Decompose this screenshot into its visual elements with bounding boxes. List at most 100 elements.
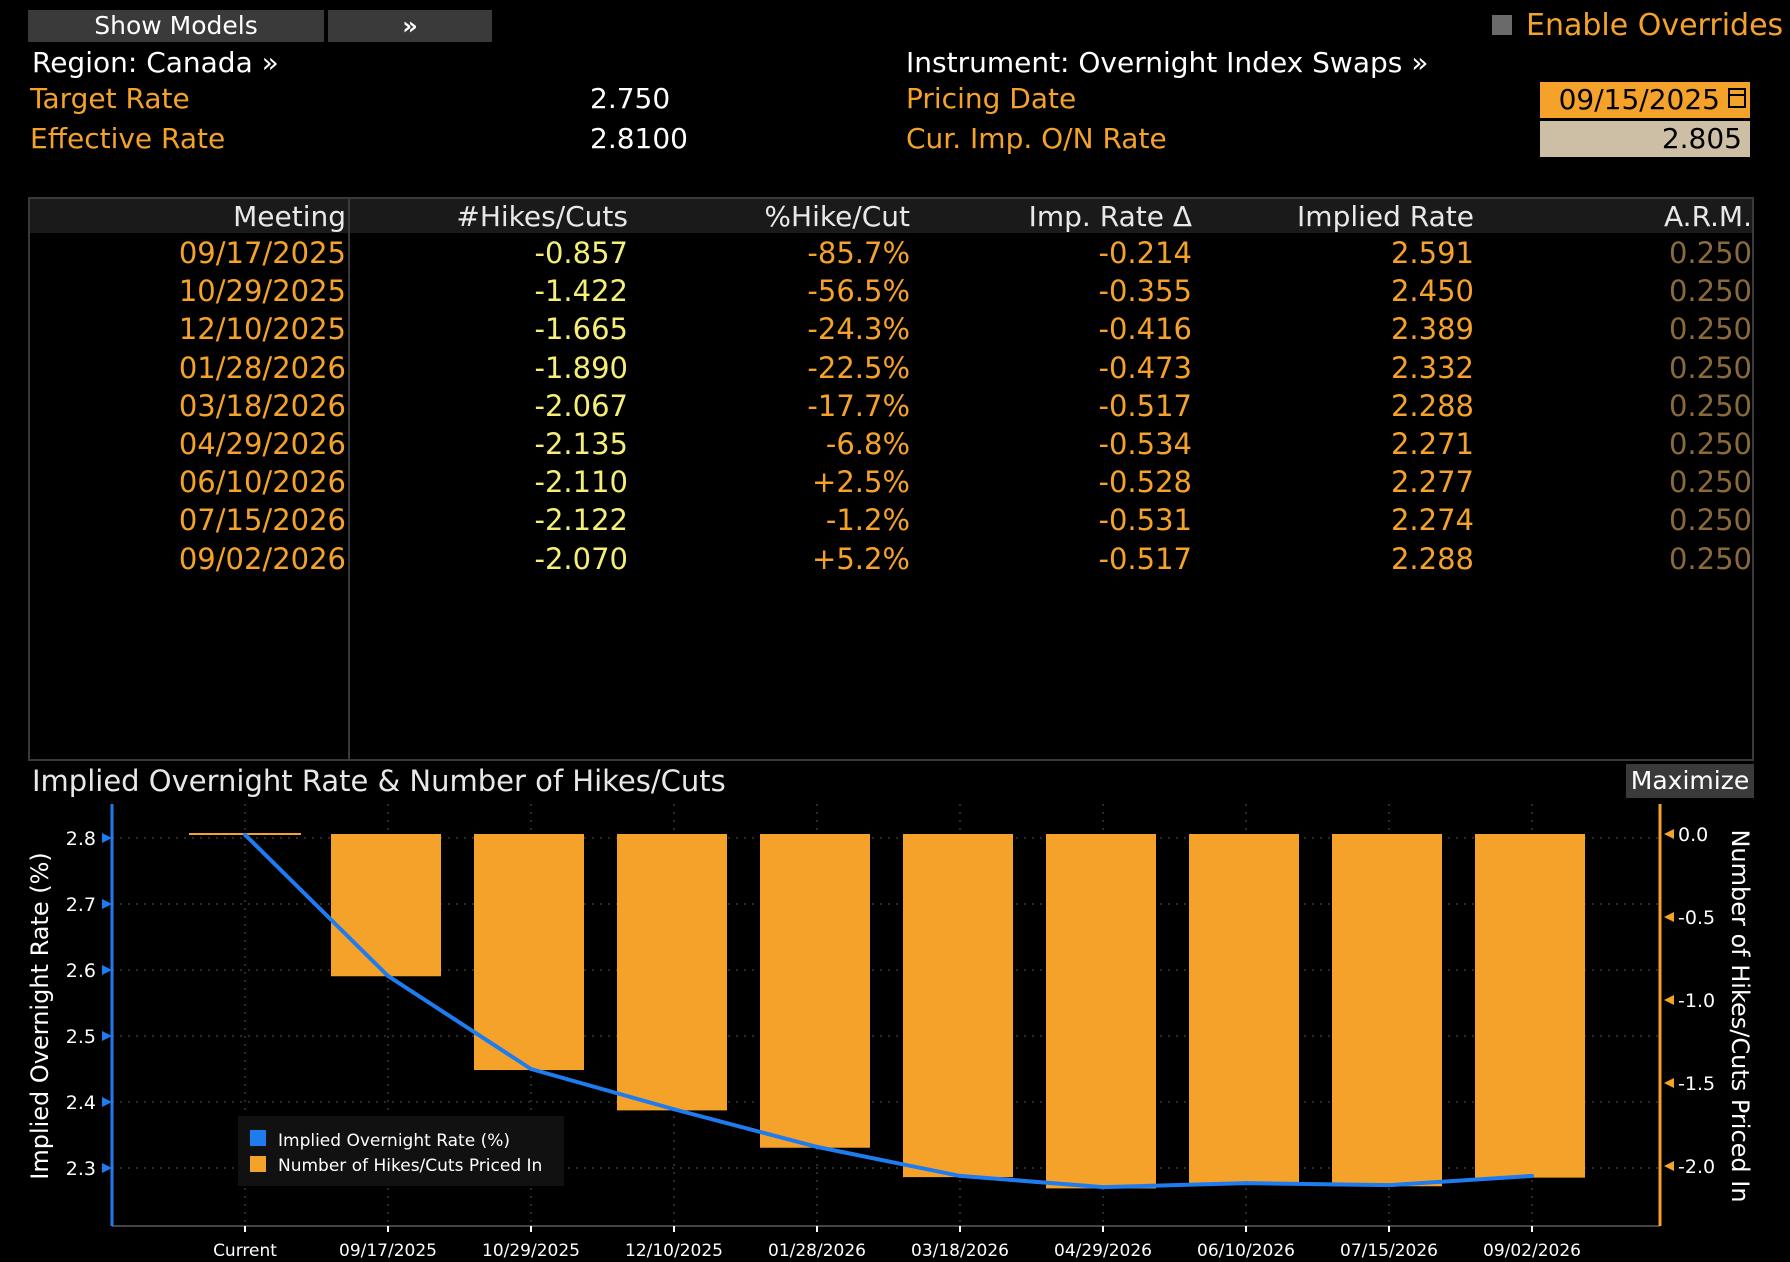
show-models-button[interactable]: Show Models — [28, 10, 324, 42]
cell-hikes-cuts: -2.067 — [534, 388, 629, 423]
pricing-date-input[interactable]: 09/15/2025 — [1540, 82, 1750, 118]
cell-imp-rate-delta: -0.528 — [1098, 465, 1193, 500]
maximize-button[interactable]: Maximize — [1626, 764, 1754, 798]
x-axis-tick-label: Current — [213, 1241, 277, 1261]
hikes-cuts-bar — [1046, 834, 1156, 1189]
region-selector[interactable]: Region: Canada » — [32, 46, 279, 79]
column-header-meeting[interactable]: Meeting — [233, 200, 346, 233]
cell-arm: 0.250 — [1668, 236, 1752, 270]
right-axis-tick-label: 0.0 — [1678, 824, 1708, 846]
cell-arm: 0.250 — [1668, 541, 1752, 576]
cell-arm: 0.250 — [1668, 312, 1752, 347]
implied-rate-point — [815, 1144, 819, 1149]
left-axis-tick-label: 2.4 — [66, 1092, 96, 1114]
column-header-imp-rate-delta[interactable]: Imp. Rate Δ — [1028, 200, 1192, 233]
right-axis-tick — [1664, 1161, 1674, 1171]
cell-arm: 0.250 — [1668, 503, 1752, 538]
pricing-date-value: 09/15/2025 — [1558, 83, 1720, 116]
cell-implied-rate: 2.288 — [1390, 388, 1474, 423]
cell-pct-hike-cut: -22.5% — [807, 350, 910, 385]
implied-rate-point — [672, 1107, 676, 1112]
cell-pct-hike-cut: -17.7% — [807, 388, 910, 423]
cell-meeting: 09/17/2025 — [178, 236, 346, 270]
left-axis-tick-label: 2.8 — [66, 828, 96, 850]
target-rate-value: 2.750 — [590, 82, 671, 115]
enable-overrides-checkbox[interactable] — [1492, 15, 1512, 35]
x-axis-tick-label: 01/28/2026 — [768, 1241, 866, 1261]
right-axis-tick-label: -2.0 — [1678, 1156, 1715, 1178]
column-header-hikes-cuts[interactable]: #Hikes/Cuts — [456, 200, 628, 233]
expand-models-button[interactable]: » — [328, 10, 492, 42]
x-axis-tick-label: 07/15/2026 — [1340, 1241, 1438, 1261]
implied-rate-point — [386, 973, 390, 978]
legend-label-line: Implied Overnight Rate (%) — [278, 1131, 510, 1151]
implied-rate-point — [958, 1173, 962, 1178]
cell-hikes-cuts: -1.665 — [534, 312, 629, 347]
x-axis-tick-label: 09/17/2025 — [339, 1241, 437, 1261]
calendar-icon[interactable] — [1728, 88, 1746, 108]
cell-hikes-cuts: -1.422 — [534, 274, 629, 309]
right-axis-tick-label: -1.5 — [1678, 1073, 1715, 1095]
left-axis-tick — [102, 833, 112, 843]
meetings-table — [28, 197, 1754, 761]
chart-title: Implied Overnight Rate & Number of Hikes… — [32, 764, 726, 798]
cell-pct-hike-cut: -85.7% — [807, 236, 910, 270]
cell-meeting: 01/28/2026 — [178, 350, 346, 385]
cell-implied-rate: 2.450 — [1390, 274, 1474, 309]
right-axis-tick-label: -1.0 — [1678, 990, 1715, 1012]
chart-legend — [238, 1116, 564, 1186]
x-axis-tick-label: 12/10/2025 — [625, 1241, 723, 1261]
cell-implied-rate: 2.277 — [1390, 465, 1474, 500]
cell-meeting: 04/29/2026 — [178, 427, 346, 461]
cell-hikes-cuts: -2.122 — [534, 503, 629, 538]
right-axis-tick — [1664, 912, 1674, 922]
column-header-arm[interactable]: A.R.M. — [1664, 200, 1752, 233]
cell-hikes-cuts: -2.135 — [534, 427, 629, 461]
hikes-cuts-bar — [1475, 834, 1585, 1178]
left-axis-tick — [102, 1031, 112, 1041]
cell-implied-rate: 2.591 — [1390, 236, 1474, 270]
cell-implied-rate: 2.271 — [1390, 427, 1474, 461]
cell-hikes-cuts: -2.110 — [534, 465, 629, 500]
legend-swatch-bar — [250, 1156, 266, 1172]
right-axis-tick-label: -0.5 — [1678, 907, 1715, 929]
implied-rate-point — [1387, 1183, 1391, 1188]
x-axis-tick-label: 10/29/2025 — [482, 1241, 580, 1261]
column-header-pct-hike-cut[interactable]: %Hike/Cut — [764, 200, 910, 233]
effective-rate-label: Effective Rate — [30, 122, 226, 155]
cell-arm: 0.250 — [1668, 388, 1752, 423]
table-divider — [348, 197, 350, 761]
table-header — [30, 199, 1752, 233]
cell-meeting: 12/10/2025 — [178, 312, 346, 347]
cell-implied-rate: 2.274 — [1390, 503, 1474, 538]
cell-pct-hike-cut: +5.2% — [812, 541, 910, 576]
right-axis-tick — [1664, 829, 1674, 839]
x-axis-tick-label: 03/18/2026 — [911, 1241, 1009, 1261]
left-axis-label: Implied Overnight Rate (%) — [26, 852, 54, 1180]
implied-rate-line — [243, 833, 1533, 1190]
cell-implied-rate: 2.288 — [1390, 541, 1474, 576]
cell-pct-hike-cut: -1.2% — [825, 503, 910, 538]
hikes-cuts-bar — [760, 834, 870, 1148]
cell-pct-hike-cut: -56.5% — [807, 274, 910, 309]
left-axis-tick-label: 2.3 — [66, 1158, 96, 1180]
column-header-implied-rate[interactable]: Implied Rate — [1297, 200, 1474, 233]
left-axis-tick-label: 2.5 — [66, 1026, 96, 1048]
effective-rate-value: 2.8100 — [590, 122, 688, 155]
cell-imp-rate-delta: -0.473 — [1098, 350, 1193, 385]
cell-imp-rate-delta: -0.517 — [1098, 541, 1193, 576]
legend-label-bar: Number of Hikes/Cuts Priced In — [278, 1156, 542, 1176]
cell-hikes-cuts: -2.070 — [534, 541, 629, 576]
target-rate-label: Target Rate — [30, 82, 190, 115]
left-axis-tick — [102, 1097, 112, 1107]
instrument-selector[interactable]: Instrument: Overnight Index Swaps » — [906, 46, 1429, 79]
cur-rate-input[interactable]: 2.805 — [1540, 121, 1750, 157]
implied-rate-point — [1101, 1185, 1105, 1190]
pricing-date-label: Pricing Date — [906, 82, 1077, 115]
hikes-cuts-bar — [331, 834, 441, 977]
cell-meeting: 03/18/2026 — [178, 388, 346, 423]
cell-imp-rate-delta: -0.534 — [1098, 427, 1193, 461]
enable-overrides-label[interactable]: Enable Overrides — [1526, 8, 1784, 43]
hikes-cuts-bar — [1332, 834, 1442, 1187]
cell-implied-rate: 2.332 — [1390, 350, 1474, 385]
